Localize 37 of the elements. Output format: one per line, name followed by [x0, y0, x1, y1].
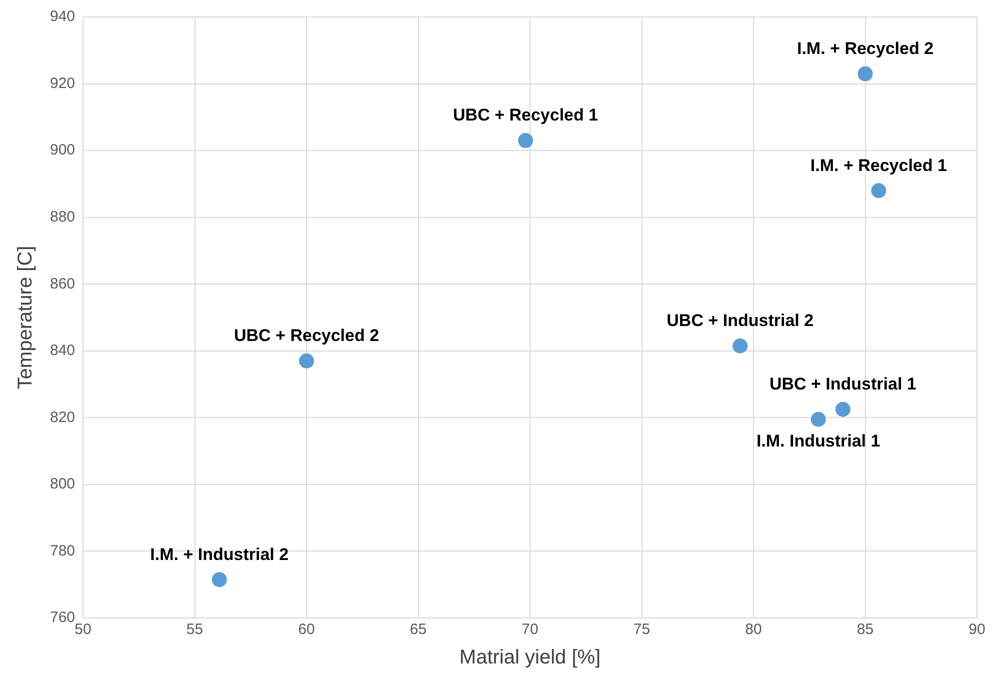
point — [835, 402, 850, 417]
y-tick-label: 920 — [50, 74, 76, 92]
annotation: UBC + Recycled 2 — [234, 326, 380, 346]
annotation: UBC + Industrial 1 — [769, 374, 916, 394]
y-tick-label: 880 — [50, 208, 76, 226]
point — [858, 66, 873, 82]
y-tick-label: 760 — [50, 609, 76, 626]
annotation: UBC + Recycled 1 — [453, 106, 598, 125]
annotation: I.M. + Recycled 1 — [810, 156, 947, 175]
annotation: UBC + Industrial 2 — [666, 311, 814, 330]
x-tick-label: 70 — [522, 621, 538, 638]
y-tick-label: 800 — [50, 476, 76, 493]
point — [212, 572, 227, 588]
x-tick-label: 90 — [968, 621, 986, 638]
y-tick-label: 780 — [50, 542, 76, 560]
y-axis-title: Temperature [C] — [14, 246, 37, 390]
x-axis-title: Matrial yield [%] — [459, 646, 601, 669]
x-tick-label: 85 — [856, 621, 874, 638]
y-tick-label: 860 — [50, 275, 76, 292]
x-tick-label: 50 — [74, 621, 92, 638]
y-tick-label: 820 — [50, 408, 76, 426]
y-tick-label: 840 — [50, 342, 76, 360]
y-tick-label: 940 — [50, 8, 76, 26]
x-tick-label: 55 — [186, 621, 204, 638]
annotation: I.M. Industrial 1 — [756, 432, 880, 451]
x-tick-label: 65 — [410, 621, 427, 638]
annotation: I.M. + Recycled 2 — [796, 38, 934, 58]
x-tick-label: 75 — [633, 621, 650, 638]
x-tick-label: 60 — [298, 621, 315, 638]
x-tick-label: 80 — [745, 621, 762, 638]
point — [732, 338, 748, 354]
point — [299, 353, 314, 368]
point — [871, 183, 886, 198]
point — [518, 133, 534, 148]
y-tick-label: 900 — [50, 142, 76, 159]
point — [810, 412, 826, 427]
annotation: I.M. + Industrial 2 — [150, 544, 289, 564]
